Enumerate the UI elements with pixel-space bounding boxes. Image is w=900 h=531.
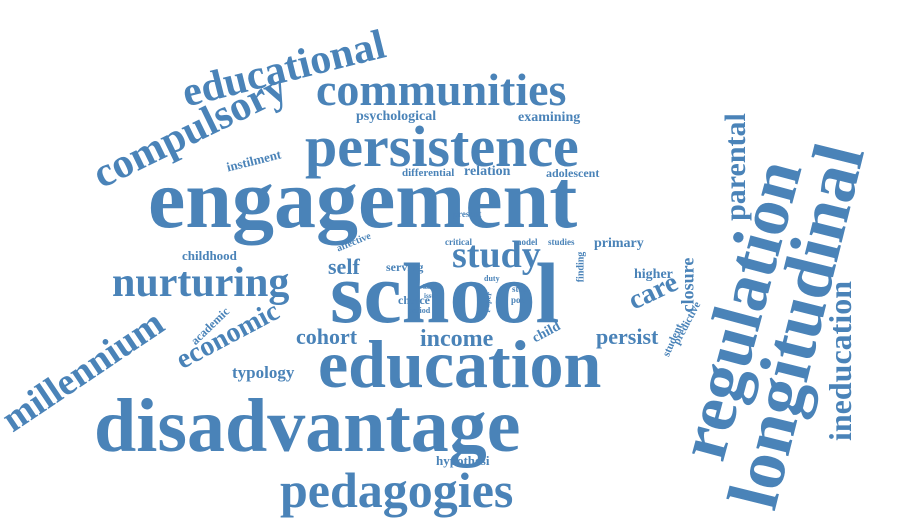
word-self: self	[328, 254, 360, 279]
word-cohort: cohort	[296, 324, 358, 349]
word-model: model	[514, 237, 538, 247]
word-school: school	[330, 245, 560, 341]
word-step: step	[512, 284, 528, 294]
word-present: present	[453, 209, 482, 219]
word-persist: persist	[596, 324, 659, 349]
word-parental: parental	[718, 113, 752, 221]
word-pedagogies: pedagogies	[280, 462, 514, 518]
word-hypothesi: hypothesi	[436, 453, 490, 468]
word-psychological: psychological	[356, 109, 437, 124]
word-persistence: persistence	[305, 114, 579, 179]
word-higher: higher	[634, 267, 673, 282]
word-income: income	[420, 326, 494, 352]
word-relation: relation	[464, 164, 511, 179]
word-childhood: childhood	[182, 248, 237, 263]
word-examining: examining	[518, 110, 581, 125]
word-studies: studies	[548, 237, 575, 247]
word-critical: critical	[445, 237, 472, 247]
word-ineducation: ineducation	[822, 280, 859, 442]
word-finding: finding	[575, 251, 587, 283]
word-nurturing: nurturing	[112, 260, 290, 306]
word-typology: typology	[232, 363, 295, 382]
word-disadvantage: disadvantage	[94, 384, 521, 468]
word-primary: primary	[594, 236, 644, 251]
word-choice: choice	[398, 293, 430, 307]
word-post: post	[511, 295, 528, 305]
word-period: period	[408, 306, 431, 315]
word-adolescent: adolescent	[546, 166, 600, 180]
word-issue: issue	[424, 292, 439, 300]
word-keep: keep	[423, 283, 437, 291]
word-study: study	[452, 234, 541, 276]
word-differential: differential	[402, 167, 455, 179]
word-duty: duty	[484, 274, 500, 283]
word-communities: communities	[316, 64, 567, 115]
word-education: education	[318, 326, 602, 402]
word-engagement: engagement	[148, 153, 578, 246]
word-serving: serving	[386, 260, 424, 274]
